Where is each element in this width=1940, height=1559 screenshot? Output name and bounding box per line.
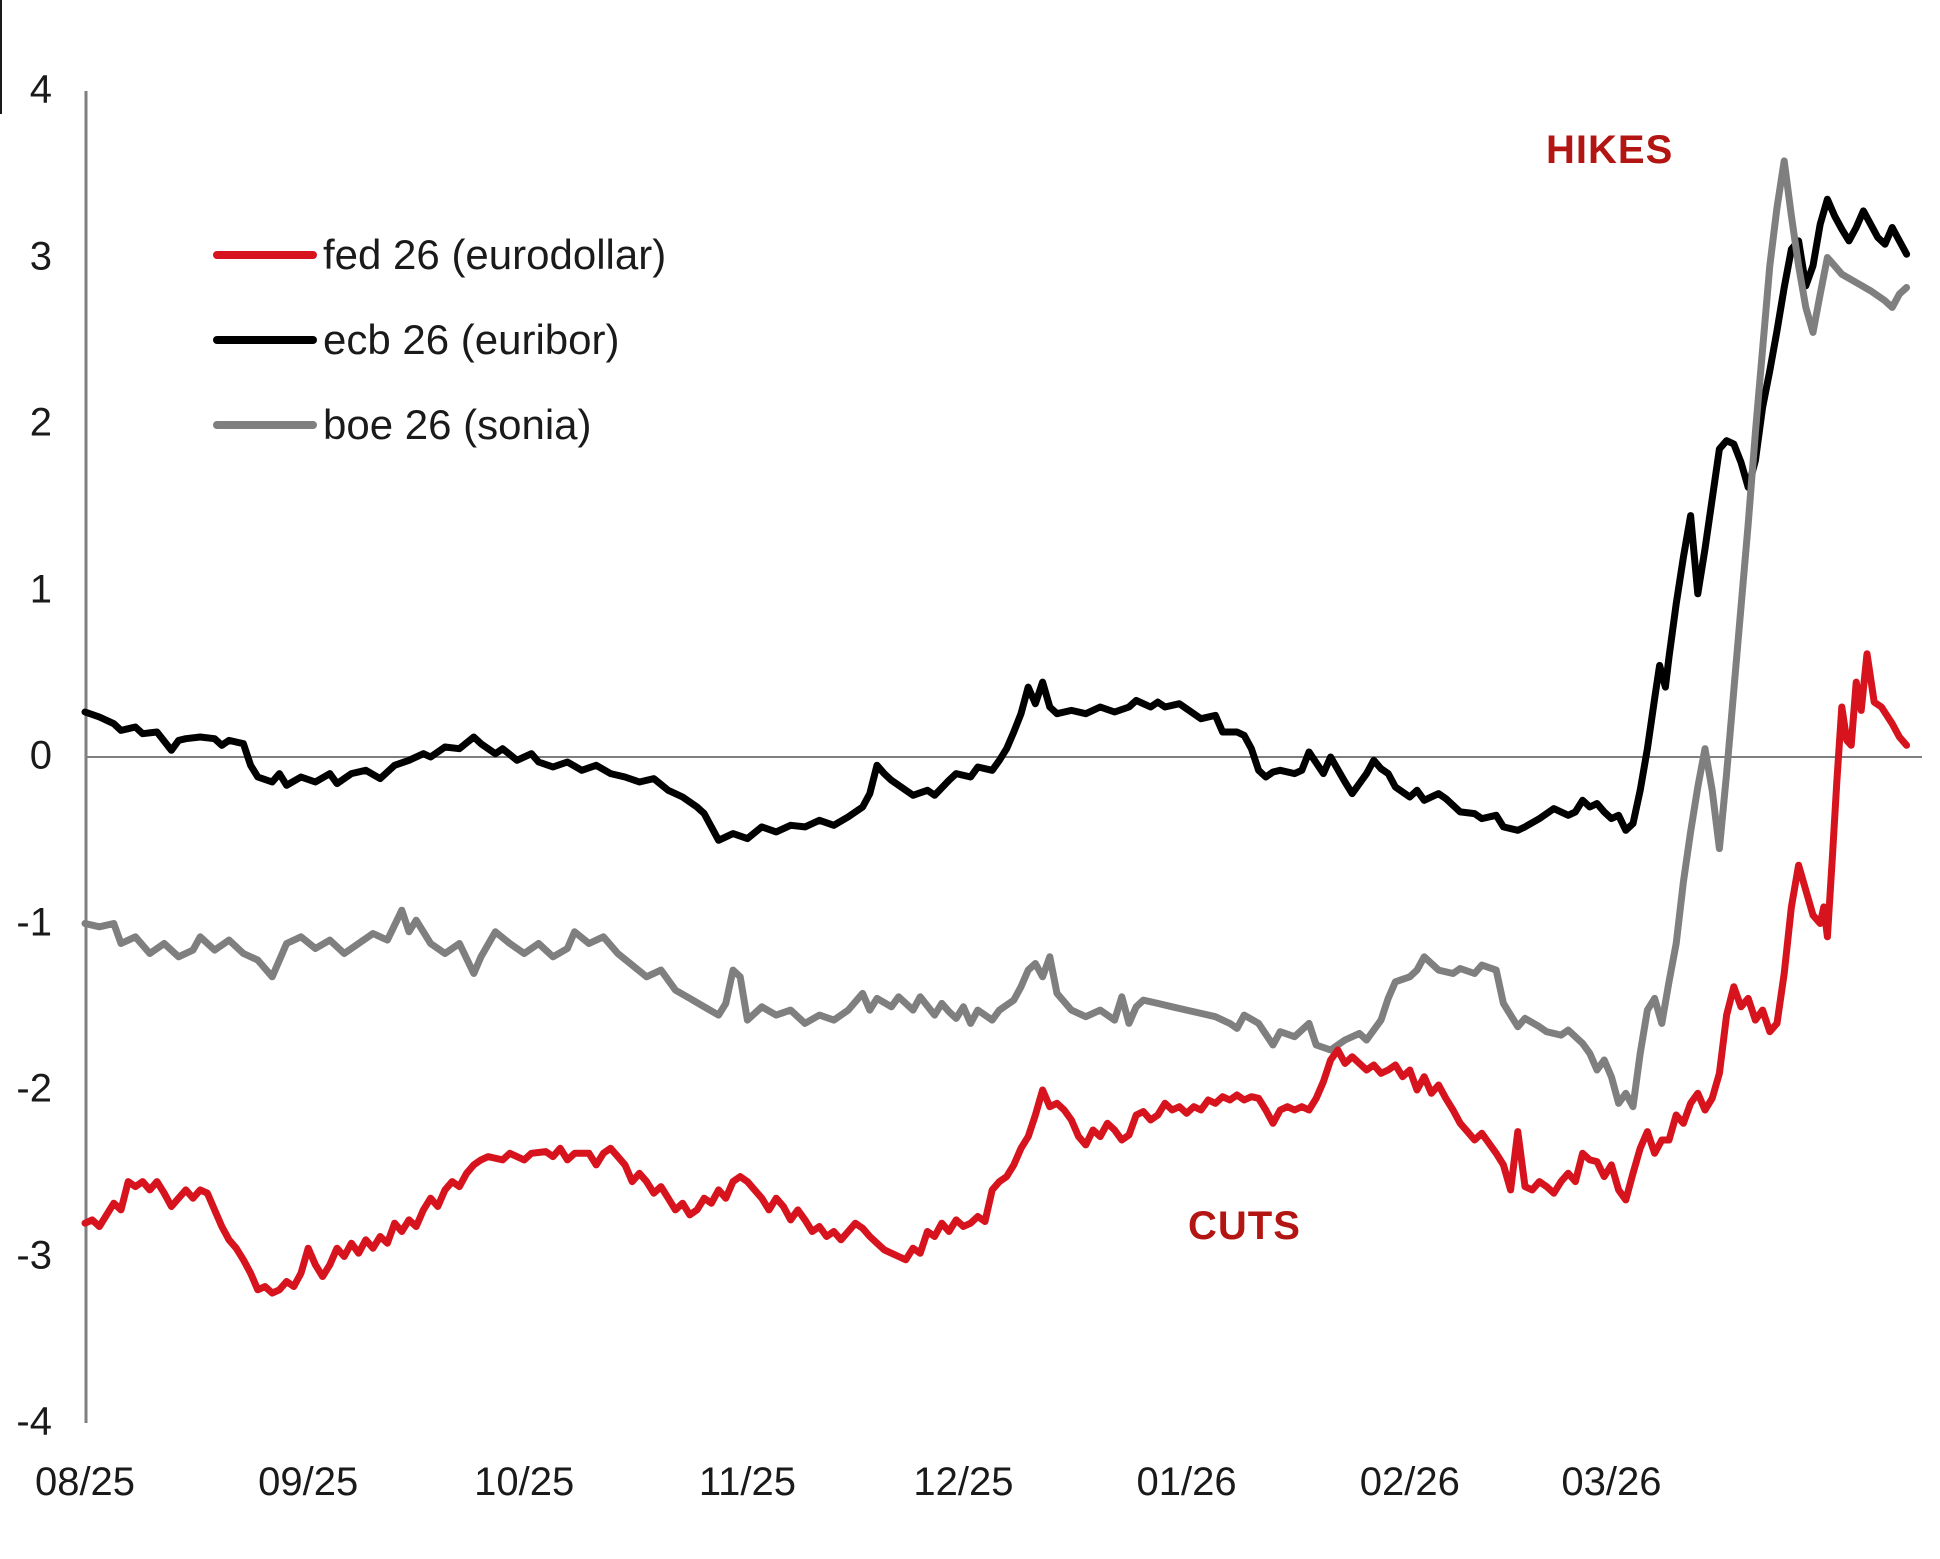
- left-edge-line: [0, 0, 2, 114]
- y-tick-label: 4: [29, 67, 52, 112]
- legend-label-ecb: ecb 26 (euribor): [323, 316, 620, 363]
- fed-line-swatch: [213, 251, 317, 259]
- x-tick-label: 11/25: [698, 1460, 796, 1504]
- y-axis-tick-labels: 4 3 2 1 0 -1 -2 -3 -4: [0, 0, 52, 1559]
- legend-item-ecb: ecb 26 (euribor): [213, 316, 666, 363]
- cuts-annotation: CUTS: [1188, 1204, 1301, 1248]
- x-tick-label: 10/25: [474, 1460, 575, 1504]
- y-tick-label: -4: [16, 1399, 52, 1444]
- y-tick-label: 1: [29, 567, 52, 612]
- hikes-annotation: HIKES: [1546, 128, 1674, 172]
- y-tick-label: 3: [29, 234, 52, 279]
- x-tick-label: 08/25: [34, 1460, 136, 1504]
- x-tick-label: 09/25: [258, 1460, 359, 1504]
- y-tick-label: -3: [16, 1233, 52, 1278]
- x-tick-label: 02/26: [1359, 1460, 1460, 1504]
- legend: fed 26 (eurodollar) ecb 26 (euribor) boe…: [213, 231, 667, 489]
- y-tick-label: 0: [29, 733, 52, 778]
- legend-label-fed: fed 26 (eurodollar): [323, 231, 667, 278]
- y-tick-label: 2: [29, 400, 52, 445]
- x-tick-label: 03/26: [1561, 1460, 1662, 1504]
- legend-item-fed: fed 26 (eurodollar): [213, 231, 667, 278]
- legend-label-boe: boe 26 (sonia): [323, 401, 592, 448]
- series-line-fed: [81, 650, 1911, 1297]
- series-line-boe: [81, 157, 1911, 1111]
- legend-item-boe: boe 26 (sonia): [213, 401, 666, 448]
- x-tick-label: 01/26: [1136, 1460, 1237, 1504]
- y-tick-label: -1: [16, 900, 52, 945]
- ecb-line-swatch: [213, 336, 317, 344]
- series-line-ecb: [81, 195, 1911, 844]
- x-tick-label: 12/25: [913, 1460, 1014, 1504]
- boe-line-swatch: [213, 421, 317, 429]
- y-tick-label: -2: [16, 1066, 52, 1111]
